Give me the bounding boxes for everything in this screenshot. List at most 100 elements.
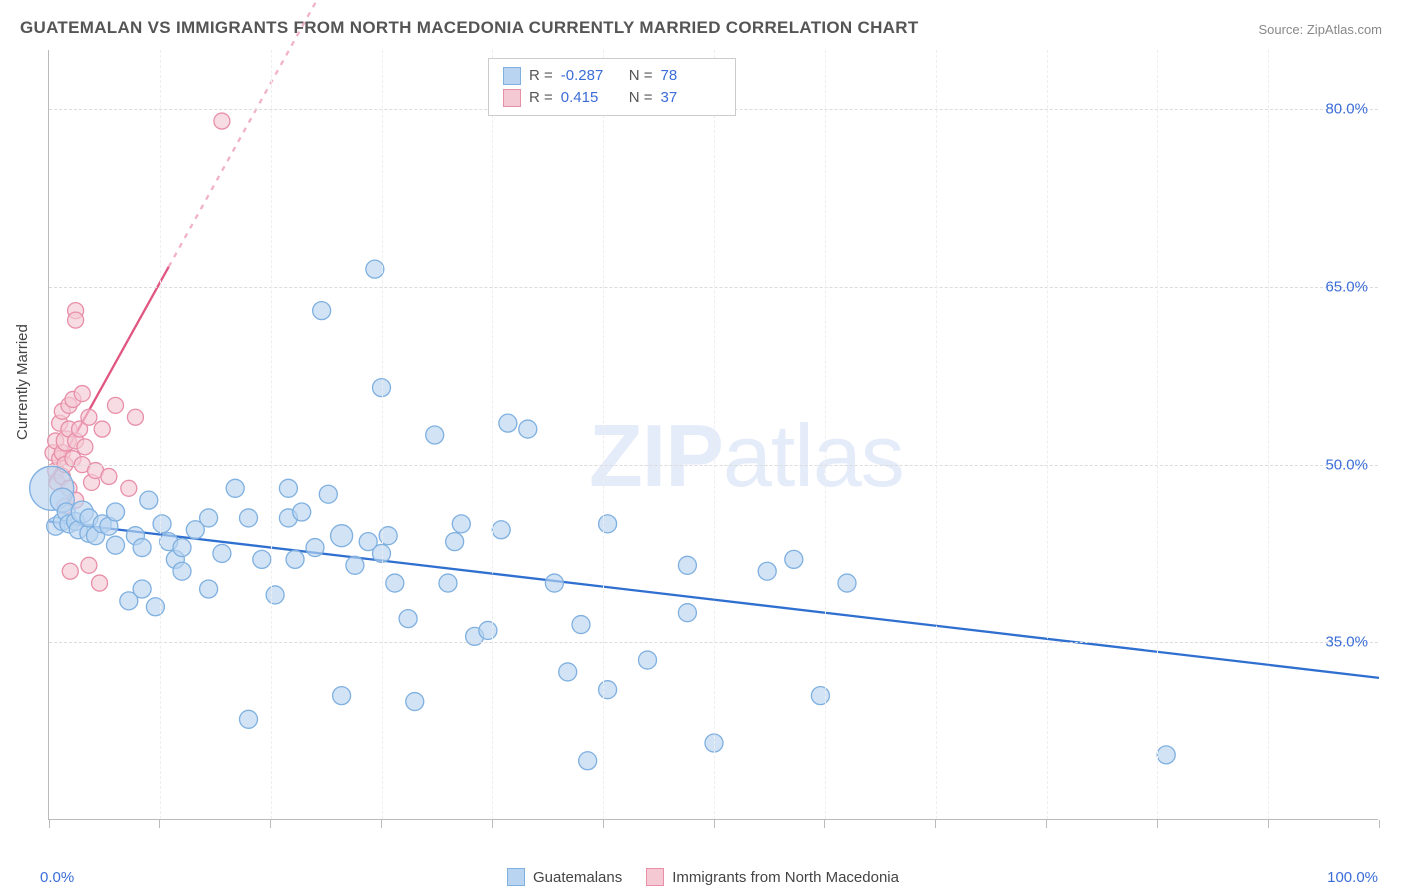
data-point — [240, 509, 258, 527]
legend-swatch — [507, 868, 525, 886]
data-point — [81, 557, 97, 573]
data-point — [226, 479, 244, 497]
legend-item: Guatemalans — [507, 868, 622, 886]
y-axis-label: Currently Married — [14, 324, 31, 440]
data-point — [313, 302, 331, 320]
data-point — [319, 485, 337, 503]
y-tick-label: 50.0% — [1325, 456, 1368, 473]
x-tick-mark — [1157, 820, 1158, 828]
gridline-vertical — [1268, 50, 1269, 819]
data-point — [133, 580, 151, 598]
legend-n-label: N = — [629, 87, 653, 109]
data-point — [286, 550, 304, 568]
gridline-vertical — [714, 50, 715, 819]
data-point — [173, 562, 191, 580]
data-point — [81, 409, 97, 425]
data-point — [678, 556, 696, 574]
data-point — [213, 544, 231, 562]
data-point — [399, 610, 417, 628]
data-point — [559, 663, 577, 681]
data-point — [107, 536, 125, 554]
data-point — [240, 710, 258, 728]
x-tick-mark — [270, 820, 271, 828]
plot-area: ZIPatlas 35.0%50.0%65.0%80.0% — [48, 50, 1378, 820]
data-point — [545, 574, 563, 592]
legend-r-label: R = — [529, 87, 553, 109]
data-point — [331, 525, 353, 547]
data-point — [519, 420, 537, 438]
data-point — [214, 113, 230, 129]
data-point — [579, 752, 597, 770]
data-point — [678, 604, 696, 622]
data-point — [811, 687, 829, 705]
y-tick-label: 80.0% — [1325, 101, 1368, 118]
x-tick-mark — [603, 820, 604, 828]
gridline-vertical — [603, 50, 604, 819]
legend-n-value: 78 — [661, 65, 721, 87]
series-legend: Guatemalans Immigrants from North Macedon… — [507, 868, 899, 886]
gridline-vertical — [382, 50, 383, 819]
x-tick-mark — [159, 820, 160, 828]
data-point — [266, 586, 284, 604]
data-point — [140, 491, 158, 509]
data-point — [146, 598, 164, 616]
x-tick-mark — [49, 820, 50, 828]
data-point — [838, 574, 856, 592]
data-point — [572, 616, 590, 634]
data-point — [77, 439, 93, 455]
legend-item: Immigrants from North Macedonia — [646, 868, 899, 886]
gridline-vertical — [271, 50, 272, 819]
legend-n-value: 37 — [661, 87, 721, 109]
legend-r-label: R = — [529, 65, 553, 87]
data-point — [62, 563, 78, 579]
data-point — [74, 386, 90, 402]
legend-r-value: -0.287 — [561, 65, 621, 87]
legend-swatch — [503, 67, 521, 85]
data-point — [101, 468, 117, 484]
x-tick-max: 100.0% — [1327, 869, 1378, 886]
gridline-vertical — [492, 50, 493, 819]
data-point — [200, 580, 218, 598]
data-point — [452, 515, 470, 533]
data-point — [333, 687, 351, 705]
legend-label: Guatemalans — [533, 869, 622, 886]
data-point — [253, 550, 271, 568]
x-tick-mark — [1268, 820, 1269, 828]
correlation-legend: R =-0.287N =78R =0.415N =37 — [488, 58, 736, 116]
data-point — [200, 509, 218, 527]
data-point — [492, 521, 510, 539]
data-point — [1157, 746, 1175, 764]
data-point — [406, 693, 424, 711]
y-tick-label: 65.0% — [1325, 278, 1368, 295]
data-point — [639, 651, 657, 669]
data-point — [68, 312, 84, 328]
chart-title: GUATEMALAN VS IMMIGRANTS FROM NORTH MACE… — [20, 18, 919, 38]
x-tick-mark — [492, 820, 493, 828]
y-tick-label: 35.0% — [1325, 634, 1368, 651]
gridline-vertical — [1047, 50, 1048, 819]
data-point — [346, 556, 364, 574]
data-point — [94, 421, 110, 437]
legend-row: R =-0.287N =78 — [503, 65, 721, 87]
gridline-vertical — [825, 50, 826, 819]
legend-label: Immigrants from North Macedonia — [672, 869, 899, 886]
data-point — [133, 539, 151, 557]
gridline-vertical — [936, 50, 937, 819]
source-attribution: Source: ZipAtlas.com — [1258, 22, 1382, 37]
data-point — [785, 550, 803, 568]
legend-row: R =0.415N =37 — [503, 87, 721, 109]
x-tick-mark — [1046, 820, 1047, 828]
x-tick-mark — [935, 820, 936, 828]
x-tick-mark — [824, 820, 825, 828]
data-point — [499, 414, 517, 432]
data-point — [279, 479, 297, 497]
legend-swatch — [646, 868, 664, 886]
data-point — [386, 574, 404, 592]
data-point — [293, 503, 311, 521]
data-point — [599, 515, 617, 533]
data-point — [153, 515, 171, 533]
gridline-vertical — [160, 50, 161, 819]
data-point — [479, 621, 497, 639]
data-point — [446, 533, 464, 551]
data-point — [439, 574, 457, 592]
